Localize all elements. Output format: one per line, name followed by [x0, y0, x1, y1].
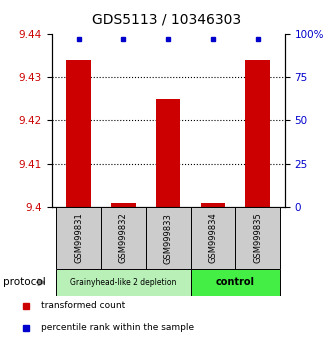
- Text: Grainyhead-like 2 depletion: Grainyhead-like 2 depletion: [70, 278, 176, 287]
- Text: transformed count: transformed count: [41, 301, 126, 310]
- Bar: [146, 207, 190, 269]
- Bar: [111, 203, 136, 207]
- Bar: [156, 99, 180, 207]
- Bar: [190, 269, 280, 296]
- Text: GSM999834: GSM999834: [208, 213, 217, 263]
- Text: GDS5113 / 10346303: GDS5113 / 10346303: [92, 12, 241, 27]
- Bar: [66, 59, 91, 207]
- Text: control: control: [216, 277, 255, 287]
- Bar: [56, 207, 101, 269]
- Bar: [56, 269, 190, 296]
- Bar: [235, 207, 280, 269]
- Text: protocol: protocol: [3, 277, 46, 287]
- Text: percentile rank within the sample: percentile rank within the sample: [41, 323, 194, 332]
- Text: GSM999832: GSM999832: [119, 213, 128, 263]
- Text: GSM999831: GSM999831: [74, 213, 83, 263]
- Text: GSM999835: GSM999835: [253, 213, 262, 263]
- Bar: [190, 207, 235, 269]
- Bar: [201, 203, 225, 207]
- Bar: [245, 59, 270, 207]
- Bar: [101, 207, 146, 269]
- Text: GSM999833: GSM999833: [164, 213, 173, 263]
